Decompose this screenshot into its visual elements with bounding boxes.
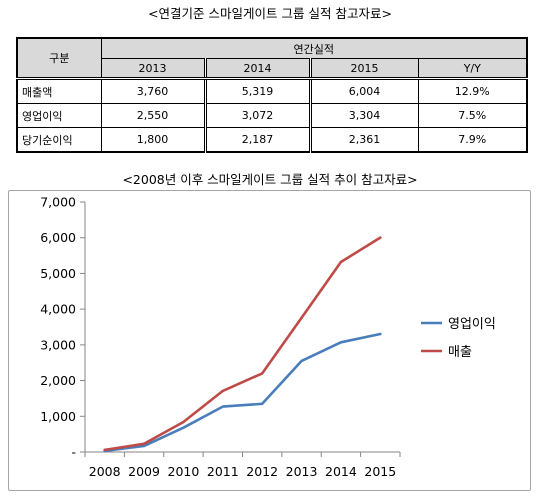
table-subheader-row: 2013 2014 2015 Y/Y bbox=[17, 58, 528, 80]
legend-label: 매출 bbox=[448, 345, 472, 360]
line-chart: - 1,000 2,000 3,000 4,000 5,000 6,000 7,000 2008… bbox=[40, 195, 496, 480]
row-label: 당기순이익 bbox=[16, 127, 102, 153]
series-2-data-point bbox=[339, 260, 343, 264]
row-label: 영업이익 bbox=[16, 103, 102, 128]
results-table-container: 구분 연간실적 2013 2014 2015 Y/Y 매출액 3,760 5,3… bbox=[16, 37, 529, 153]
table-cell: 6,004 bbox=[308, 78, 419, 104]
series-1-data-point bbox=[182, 426, 185, 429]
series-2-data-point bbox=[379, 236, 382, 239]
table-cell: 3,760 bbox=[100, 78, 206, 104]
x-tick-label: 2012 bbox=[246, 464, 278, 479]
table-cell: 2,550 bbox=[100, 103, 206, 128]
table-row: 영업이익 2,550 3,072 3,304 7.5% bbox=[16, 103, 528, 128]
annual-results-header: 연간실적 bbox=[100, 37, 528, 59]
x-tick-label: 2015 bbox=[364, 464, 396, 479]
column-header: 2013 bbox=[100, 58, 206, 80]
y-tick-label: 4,000 bbox=[40, 302, 76, 317]
series-2-line bbox=[103, 236, 382, 452]
series-1-data-point bbox=[339, 341, 343, 344]
column-header: 2014 bbox=[203, 58, 311, 80]
legend-label: 영업이익 bbox=[448, 317, 496, 332]
y-tick-label: 6,000 bbox=[40, 230, 76, 245]
series-2-data-point bbox=[182, 420, 185, 424]
table-cell: 2,361 bbox=[308, 127, 419, 153]
table-cell: 12.9% bbox=[417, 78, 528, 104]
table-row: 매출액 3,760 5,319 6,004 12.9% bbox=[16, 78, 528, 104]
series-1-data-point bbox=[142, 444, 146, 448]
table-cell: 3,072 bbox=[203, 103, 311, 128]
x-tick-label: 2010 bbox=[168, 464, 200, 479]
column-header: 2015 bbox=[308, 58, 419, 80]
chart-title: <2008년 이후 스마일게이트 그룹 실적 추이 참고자료> bbox=[122, 172, 418, 187]
y-tick-label: 3,000 bbox=[40, 337, 76, 352]
table-header-row: 구분 연간실적 bbox=[16, 37, 528, 80]
row-label: 매출액 bbox=[16, 78, 102, 104]
chart-frame: - 1,000 2,000 3,000 4,000 5,000 6,000 7,000 2008… bbox=[8, 190, 531, 491]
x-tick-label: 2011 bbox=[207, 464, 239, 479]
table-cell: 7.9% bbox=[417, 127, 528, 153]
x-tick-label: 2013 bbox=[286, 464, 318, 479]
y-tick-label: 7,000 bbox=[40, 195, 76, 210]
results-table: 구분 연간실적 2013 2014 2015 Y/Y 매출액 3,760 5,3… bbox=[16, 37, 529, 153]
table-title: <연결기준 스마일게이트 그룹 실적 참고자료> bbox=[148, 6, 392, 21]
series-2-data-point bbox=[260, 372, 264, 375]
y-tick-label: - bbox=[71, 445, 76, 460]
table-cell: 3,304 bbox=[308, 103, 419, 128]
series-1-data-point bbox=[379, 332, 382, 336]
table-cell: 1,800 bbox=[100, 127, 206, 153]
table-row: 당기순이익 1,800 2,187 2,361 7.9% bbox=[16, 127, 528, 153]
table-cell: 7.5% bbox=[417, 103, 528, 128]
category-header: 구분 bbox=[16, 37, 102, 80]
series-2-data-point bbox=[300, 316, 303, 319]
x-tick-label: 2009 bbox=[128, 464, 160, 479]
series-1-data-point bbox=[221, 405, 225, 408]
column-header: Y/Y bbox=[417, 58, 528, 80]
y-tick-label: 5,000 bbox=[40, 266, 76, 281]
table-cell: 2,187 bbox=[203, 127, 311, 153]
series-1-data-point bbox=[300, 359, 303, 363]
series-1-line bbox=[103, 332, 382, 453]
y-tick-label: 2,000 bbox=[40, 373, 76, 388]
series-1-data-point bbox=[260, 402, 264, 405]
x-tick-label: 2014 bbox=[325, 464, 357, 479]
x-tick-label: 2008 bbox=[89, 464, 121, 479]
series-2-data-point bbox=[103, 448, 106, 452]
y-tick-label: 1,000 bbox=[40, 409, 76, 424]
table-cell: 5,319 bbox=[203, 78, 311, 104]
series-2-data-point bbox=[221, 389, 225, 393]
series-2-data-point bbox=[142, 442, 146, 445]
